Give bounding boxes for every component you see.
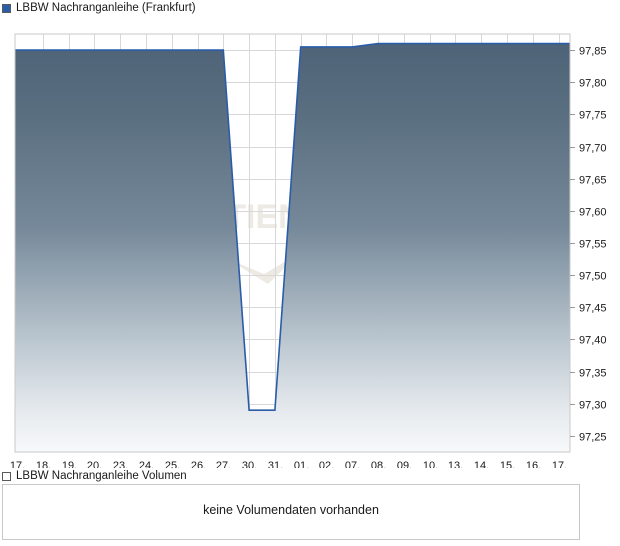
volume-empty-message: keine Volumendaten vorhanden — [203, 503, 379, 517]
x-tick-label: 17. — [552, 460, 567, 468]
x-tick-label: 09. — [397, 460, 412, 468]
y-tick-label: 97,80 — [579, 78, 607, 90]
x-tick-label: 01. — [294, 460, 309, 468]
x-tick-label: 23. — [113, 460, 128, 468]
x-tick-label: 02. — [319, 460, 334, 468]
x-tick-label: 27. — [216, 460, 231, 468]
y-tick-label: 97,30 — [579, 400, 607, 412]
x-tick-label: 31. — [268, 460, 283, 468]
empty-square-icon[interactable] — [2, 471, 11, 481]
x-tick-label: 14. — [474, 460, 489, 468]
watermark-check-icon — [228, 253, 300, 284]
volume-chart: keine Volumendaten vorhanden — [0, 484, 620, 546]
x-tick-label: 08. — [371, 460, 386, 468]
x-tick-label: 18. — [36, 460, 51, 468]
price-area-fill — [15, 43, 570, 452]
x-tick-label: 30. — [242, 460, 257, 468]
y-tick-label: 97,40 — [579, 335, 607, 347]
y-tick-label: 97,65 — [579, 175, 607, 187]
volume-plot-area: keine Volumendaten vorhanden — [2, 484, 580, 540]
y-tick-label: 97,50 — [579, 271, 607, 283]
x-tick-label: 16. — [526, 460, 541, 468]
x-tick-label: 15. — [500, 460, 515, 468]
price-panel-header: LBBW Nachranganleihe (Frankfurt) — [0, 0, 620, 16]
y-tick-label: 97,70 — [579, 143, 607, 155]
volume-panel-title: LBBW Nachranganleihe Volumen — [16, 470, 187, 482]
y-tick-label: 97,55 — [579, 239, 607, 251]
price-chart[interactable]: TIEN 97,25 97,30 97,35 97,40 97,45 97,50 97,55… — [0, 16, 620, 468]
y-tick-label: 97,60 — [579, 207, 607, 219]
x-tick-label: 19. — [62, 460, 77, 468]
y-tick-label: 97,35 — [579, 368, 607, 380]
x-axis: 17. 18. 19. 20. 23. 24. 25. 26. 27. 30. 31. 01. 02. 0… — [10, 460, 567, 468]
volume-panel-header: LBBW Nachranganleihe Volumen — [0, 468, 620, 484]
y-axis: 97,25 97,30 97,35 97,40 97,45 97,50 97,55 97,60… — [570, 46, 607, 444]
x-tick-label: 17. — [10, 460, 25, 468]
price-line — [15, 42, 570, 411]
y-tick-label: 97,25 — [579, 432, 607, 444]
price-panel-title: LBBW Nachranganleihe (Frankfurt) — [16, 2, 196, 14]
x-tick-label: 13. — [448, 460, 463, 468]
x-tick-label: 07. — [345, 460, 360, 468]
x-tick-label: 25. — [165, 460, 180, 468]
x-tick-label: 10. — [423, 460, 438, 468]
x-tick-label: 26. — [191, 460, 206, 468]
price-chart-svg[interactable]: TIEN 97,2597,3097,3597,4097,4597,5097,55… — [0, 16, 620, 468]
x-tick-label: 20. — [87, 460, 102, 468]
y-tick-label: 97,45 — [579, 303, 607, 315]
x-tick-label: 24. — [139, 460, 154, 468]
y-tick-label: 97,85 — [579, 46, 607, 58]
filled-square-icon[interactable] — [2, 3, 11, 13]
y-tick-label: 97,75 — [579, 110, 607, 122]
